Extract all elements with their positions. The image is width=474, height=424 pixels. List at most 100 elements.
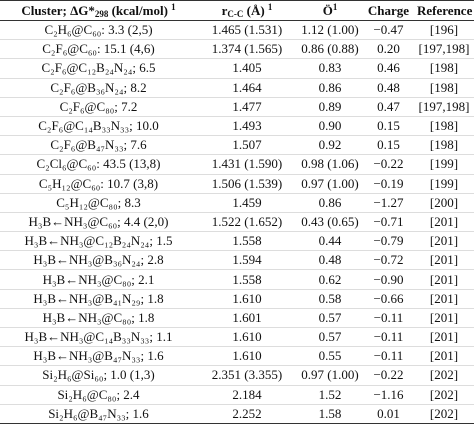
table-cell: C₂F₆@B₃₆N₂₄; 8.2 [0,78,197,98]
table-cell: H₃B←NH₃@C₈₀; 1.8 [0,308,197,329]
table-row: H₃B←NH₃@C₆₀; 4.4 (2,0) 1.522 (1.652) 0.43 … [0,212,474,233]
table-cell: 1.493 [197,116,297,137]
table-cell: 0.86 (0.88) [297,39,363,60]
table-cell: C₂Cl₆@C₆₀: 43.5 (13,8) [0,154,197,175]
table-cell: 1.594 [197,250,297,271]
table-cell: [201] [414,289,474,309]
table-cell: 0.47 [363,97,414,117]
header-row: Cluster; ΔG*298 (kcal/mol) 1 rC-C (Å) 1 Ö1… [0,0,474,21]
table-cell: [199] [414,154,474,175]
table-cell: 1.610 [197,346,297,367]
table-cell: 0.15 [363,116,414,137]
table-cell: C₅H₁₂@C₈₀; 8.3 [0,193,197,213]
table-row: C₂F₆@C₆₀: 15.1 (4,6) 1.374 (1.565) 0.86 (0… [0,39,474,60]
table-cell: C₂F₆@C₈₀; 7.2 [0,97,197,117]
table-cell: 0.55 [297,346,363,367]
table-row: C₂F₆@B₄₇N₃₃; 7.6 1.507 0.92 0.15 [198] [0,135,474,156]
table-row: Si₂H₆@B₄₇N₃₃; 1.6 2.252 1.58 0.01 [202] [0,404,474,424]
table-cell: [201] [414,346,474,367]
table-cell: 0.15 [363,135,414,156]
table-cell: −0.72 [363,250,414,271]
table-cell: 1.601 [197,308,297,329]
table-cell: [202] [414,385,474,405]
table-cell: C₂F₆@C₁₄B₃₃N₃₃; 10.0 [0,116,197,137]
table-cell: 1.465 (1.531) [197,20,297,41]
table-cell: −1.16 [363,385,414,405]
table-cell: [201] [414,231,474,252]
column-header: rC-C (Å) 1 [197,0,297,21]
table-cell: [201] [414,327,474,348]
table-cell: 0.20 [363,39,414,60]
table-row: C₅H₁₂@C₆₀: 10.7 (3,8) 1.506 (1.539) 0.97 (… [0,174,474,194]
header-text: (Å) [243,2,268,18]
table-cell: 0.46 [363,58,414,79]
table-cell: [201] [414,212,474,233]
table-cell: −0.66 [363,289,414,309]
table-cell: 0.01 [363,404,414,424]
table-cell: C₅H₁₂@C₆₀: 10.7 (3,8) [0,174,197,194]
table-cell: −0.19 [363,174,414,194]
table-cell: H₃B←NH₃@C₁₂B₂₄N₂₄; 1.5 [0,231,197,252]
table-cell: 0.86 [297,193,363,213]
table-cell: −0.22 [363,365,414,386]
table-cell: [202] [414,404,474,424]
header-subscript: 298 [94,8,109,19]
table-cell: [198] [414,116,474,137]
table-cell: 0.98 (1.06) [297,154,363,175]
table-cell: [199] [414,174,474,194]
table-cell: 2.252 [197,404,297,424]
table-row: C₂F₆@B₃₆N₂₄; 8.2 1.464 0.86 0.48 [198] [0,78,474,98]
header-text: (kcal/mol) [108,2,172,18]
table-cell: [201] [414,269,474,290]
table-cell: 0.58 [297,289,363,309]
table-cell: 0.90 [297,116,363,137]
table-row: C₅H₁₂@C₈₀; 8.3 1.459 0.86 −1.27 [200] [0,193,474,213]
table-cell: C₂F₆@B₄₇N₃₃; 7.6 [0,135,197,156]
table-cell: 1.431 (1.590) [197,154,297,175]
table-row: H₃B←NH₃@C₈₀; 2.1 1.558 0.62 −0.90 [201] [0,269,474,290]
header-text: Charge [367,2,410,18]
table-cell: H₃B←NH₃@B₃₆N₂₄; 2.8 [0,250,197,271]
table-cell: −0.11 [363,308,414,329]
table-cell: 0.43 (0.65) [297,212,363,233]
table-cell: H₃B←NH₃@B₄₁N₂₉; 1.8 [0,289,197,309]
table-cell: Si₂H₆@B₄₇N₃₃; 1.6 [0,404,197,424]
table-row: H₃B←NH₃@B₃₆N₂₄; 2.8 1.594 0.48 −0.72 [201] [0,250,474,271]
table-cell: H₃B←NH₃@C₁₄B₃₃N₃₃; 1.1 [0,327,197,348]
table-row: H₃B←NH₃@B₄₇N₃₃; 1.6 1.610 0.55 −0.11 [201] [0,346,474,367]
table-cell: [201] [414,308,474,329]
table-cell: [200] [414,193,474,213]
table-cell: 1.558 [197,269,297,290]
table-cell: 1.459 [197,193,297,213]
table-cell: Si₂H₆@Si₆₀; 1.0 (1,3) [0,365,197,386]
table-cell: H₃B←NH₃@C₈₀; 2.1 [0,269,197,290]
table-cell: 1.507 [197,135,297,156]
table-cell: [198] [414,78,474,98]
header-subscript: C-C [227,8,244,19]
header-superscript: 1 [171,1,176,12]
table-cell: 0.62 [297,269,363,290]
table-cell: 1.610 [197,289,297,309]
column-header: Reference [414,0,474,21]
table-cell: H₃B←NH₃@B₄₇N₃₃; 1.6 [0,346,197,367]
table-cell: 1.58 [297,404,363,424]
table-cell: 1.506 (1.539) [197,174,297,194]
table-row: Si₂H₆@C₈₀; 2.4 2.184 1.52 −1.16 [202] [0,385,474,405]
table-body: C₂H₆@C₆₀: 3.3 (2,5) 1.465 (1.531) 1.12 (1.… [0,20,474,424]
table-cell: 0.57 [297,308,363,329]
table-cell: 1.464 [197,78,297,98]
table-cell: 0.97 (1.00) [297,365,363,386]
table-cell: [198] [414,135,474,156]
table-cell: −0.71 [363,212,414,233]
table-cell: 1.52 [297,385,363,405]
table-row: H₃B←NH₃@C₁₂B₂₄N₂₄; 1.5 1.558 0.44 −0.79 [201… [0,231,474,252]
table-cell: 0.48 [297,250,363,271]
table-cell: [197,198] [414,97,474,117]
header-text: r [221,2,228,18]
table-cell: −0.22 [363,154,414,175]
table-cell: −0.11 [363,327,414,348]
table-cell: 1.477 [197,97,297,117]
table-cell: [197,198] [414,39,474,60]
